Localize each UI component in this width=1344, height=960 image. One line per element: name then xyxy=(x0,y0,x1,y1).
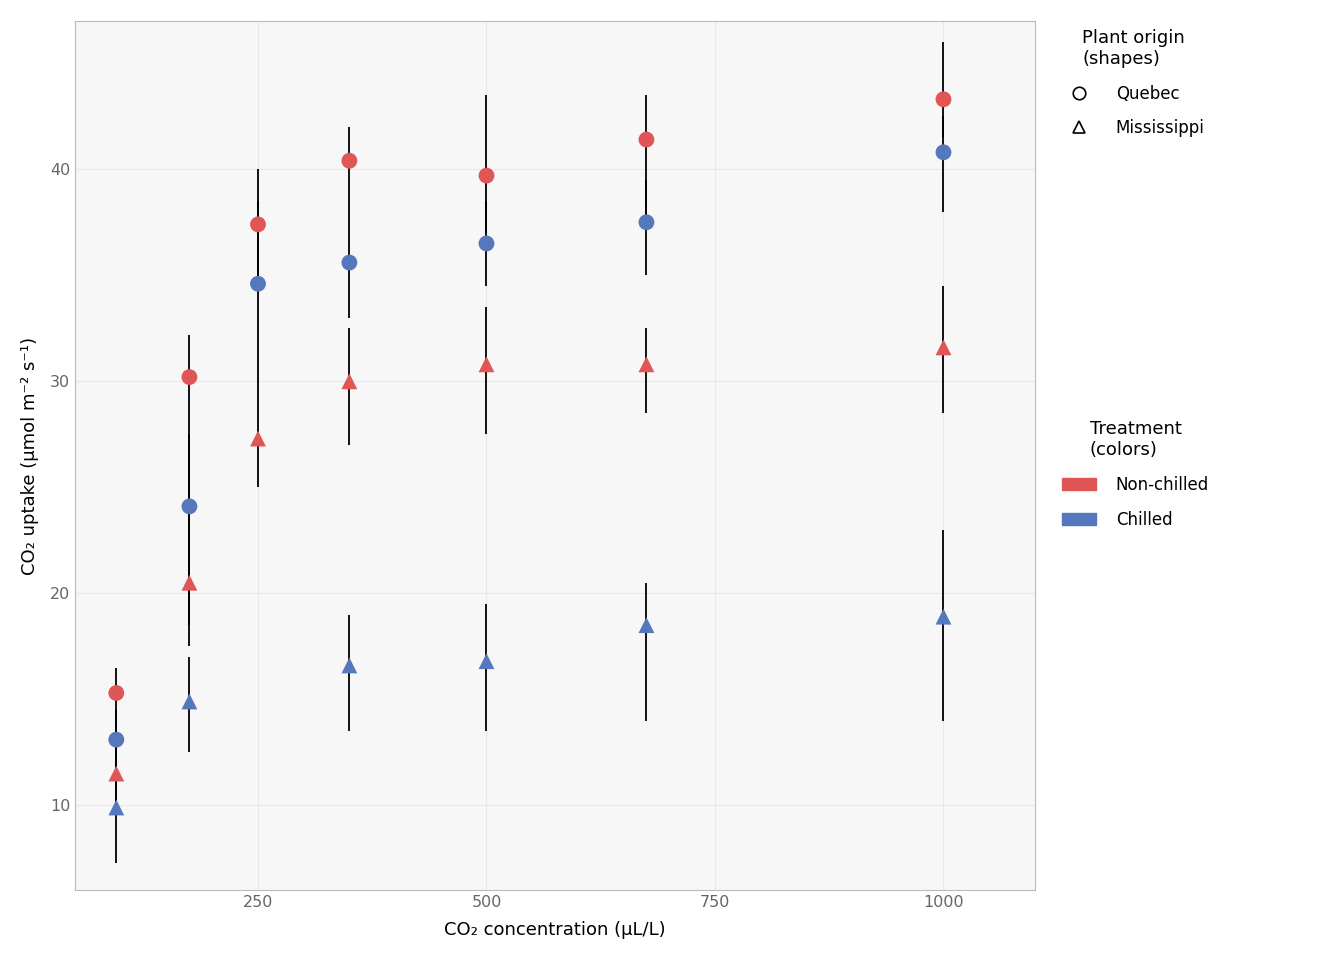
Point xyxy=(476,357,497,372)
Point xyxy=(247,431,269,446)
Y-axis label: CO₂ uptake (μmol m⁻² s⁻¹): CO₂ uptake (μmol m⁻² s⁻¹) xyxy=(22,336,39,575)
Point xyxy=(636,617,657,633)
Point xyxy=(179,694,200,709)
Point xyxy=(933,91,954,107)
Point xyxy=(636,132,657,147)
Point xyxy=(933,609,954,624)
Point xyxy=(339,658,360,673)
Point xyxy=(247,276,269,292)
Point xyxy=(339,153,360,168)
Point xyxy=(476,168,497,183)
X-axis label: CO₂ concentration (μL/L): CO₂ concentration (μL/L) xyxy=(445,922,665,939)
Point xyxy=(106,800,128,815)
Point xyxy=(106,685,128,701)
Point xyxy=(339,254,360,270)
Point xyxy=(179,499,200,515)
Point xyxy=(636,215,657,230)
Point xyxy=(933,340,954,355)
Point xyxy=(179,575,200,590)
Point xyxy=(933,145,954,160)
Point xyxy=(179,370,200,385)
Point xyxy=(106,766,128,781)
Point xyxy=(106,732,128,747)
Point xyxy=(339,373,360,389)
Point xyxy=(247,217,269,232)
Point xyxy=(476,236,497,252)
Point xyxy=(476,654,497,669)
Point xyxy=(636,357,657,372)
Legend: Non-chilled, Chilled: Non-chilled, Chilled xyxy=(1062,420,1210,529)
